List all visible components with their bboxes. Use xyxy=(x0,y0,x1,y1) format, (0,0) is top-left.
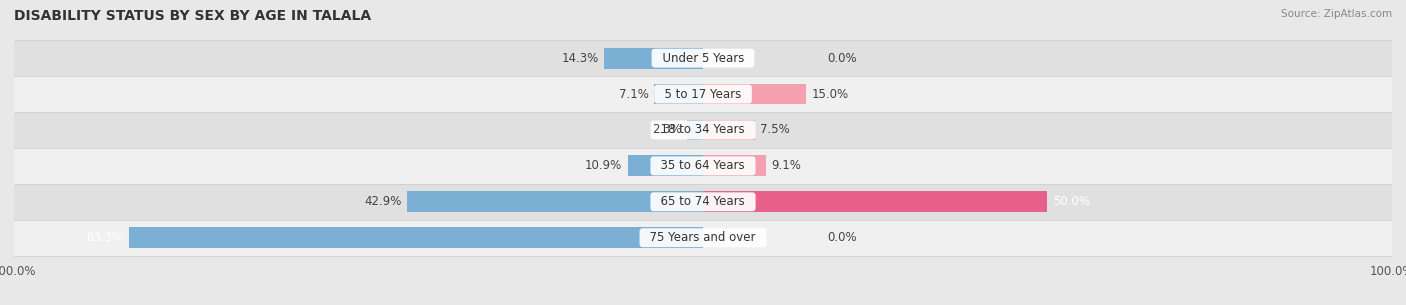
Text: 9.1%: 9.1% xyxy=(772,160,801,172)
Bar xyxy=(129,227,703,248)
Bar xyxy=(654,84,703,105)
Text: 2.3%: 2.3% xyxy=(652,124,682,136)
Bar xyxy=(688,120,703,140)
Bar xyxy=(408,191,703,212)
Bar xyxy=(14,148,1392,184)
Text: 14.3%: 14.3% xyxy=(562,52,599,65)
Text: Source: ZipAtlas.com: Source: ZipAtlas.com xyxy=(1281,9,1392,19)
Text: 75 Years and over: 75 Years and over xyxy=(643,231,763,244)
Bar xyxy=(14,112,1392,148)
Bar xyxy=(605,48,703,69)
Text: 7.1%: 7.1% xyxy=(619,88,648,101)
Text: 10.9%: 10.9% xyxy=(585,160,623,172)
Text: 42.9%: 42.9% xyxy=(364,195,402,208)
Text: 0.0%: 0.0% xyxy=(827,52,856,65)
Text: 35 to 64 Years: 35 to 64 Years xyxy=(654,160,752,172)
Text: 7.5%: 7.5% xyxy=(761,124,790,136)
Bar xyxy=(14,40,1392,76)
Text: Under 5 Years: Under 5 Years xyxy=(655,52,751,65)
Text: 0.0%: 0.0% xyxy=(827,231,856,244)
Text: 50.0%: 50.0% xyxy=(1053,195,1090,208)
Bar xyxy=(703,191,1047,212)
Text: 65 to 74 Years: 65 to 74 Years xyxy=(654,195,752,208)
Text: 15.0%: 15.0% xyxy=(811,88,849,101)
Text: DISABILITY STATUS BY SEX BY AGE IN TALALA: DISABILITY STATUS BY SEX BY AGE IN TALAL… xyxy=(14,9,371,23)
Bar xyxy=(14,76,1392,112)
Bar xyxy=(703,84,807,105)
Bar xyxy=(14,220,1392,256)
Bar xyxy=(628,156,703,176)
Text: 83.3%: 83.3% xyxy=(87,231,124,244)
Text: 5 to 17 Years: 5 to 17 Years xyxy=(657,88,749,101)
Bar xyxy=(703,156,766,176)
Text: 18 to 34 Years: 18 to 34 Years xyxy=(654,124,752,136)
Bar xyxy=(703,120,755,140)
Bar xyxy=(14,184,1392,220)
